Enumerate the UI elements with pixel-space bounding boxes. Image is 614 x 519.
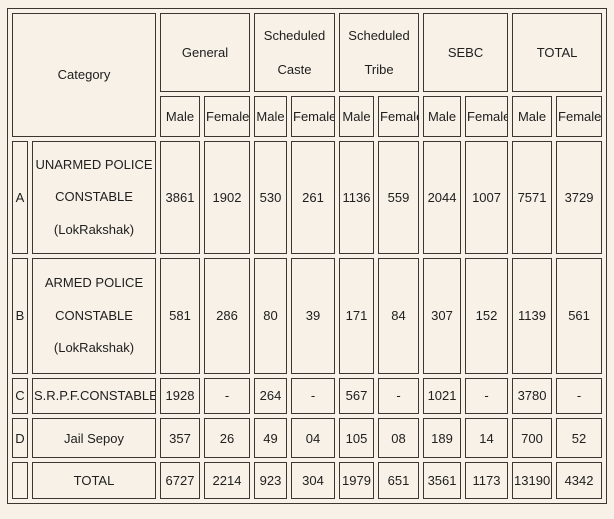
value-cell: 1979 — [339, 462, 375, 499]
table-row-d: D Jail Sepoy 357 26 49 04 105 08 189 14 … — [12, 417, 603, 459]
group-header-scheduled-caste: Scheduled Caste — [254, 13, 336, 93]
value-cell: 52 — [556, 417, 603, 459]
value-cell: 14 — [465, 417, 509, 459]
group-header-sebc: SEBC — [423, 13, 509, 93]
value-cell: - — [204, 377, 250, 414]
value-cell: 700 — [512, 417, 553, 459]
value-cell: 286 — [204, 258, 250, 374]
value-cell: 581 — [160, 258, 200, 374]
subheader-female: Female — [204, 96, 250, 137]
value-cell: 307 — [423, 258, 462, 374]
value-cell: 1139 — [512, 258, 553, 374]
value-cell: 171 — [339, 258, 375, 374]
value-cell: 189 — [423, 417, 462, 459]
value-cell: 2214 — [204, 462, 250, 499]
table-row-a: A UNARMED POLICE CONSTABLE (LokRakshak) … — [12, 140, 603, 254]
subheader-female: Female — [465, 96, 509, 137]
value-cell: 1928 — [160, 377, 200, 414]
value-cell: 26 — [204, 417, 250, 459]
total-label-cell: TOTAL — [32, 462, 156, 499]
value-cell: 3729 — [556, 140, 603, 254]
value-cell: 3780 — [512, 377, 553, 414]
value-cell: 923 — [254, 462, 287, 499]
subheader-male: Male — [512, 96, 553, 137]
category-header-cell: Category — [12, 13, 156, 137]
category-name-cell: S.R.P.F.CONSTABLE — [32, 377, 156, 414]
table-row-total: TOTAL 6727 2214 923 304 1979 651 3561 11… — [12, 462, 603, 499]
value-cell: 357 — [160, 417, 200, 459]
value-cell: 2044 — [423, 140, 462, 254]
row-letter-cell: A — [12, 140, 28, 254]
value-cell: 1136 — [339, 140, 375, 254]
group-header-scheduled-tribe: Scheduled Tribe — [339, 13, 420, 93]
subheader-male: Male — [160, 96, 200, 137]
value-cell: - — [556, 377, 603, 414]
value-cell: 530 — [254, 140, 287, 254]
value-cell: 3861 — [160, 140, 200, 254]
subheader-female: Female — [556, 96, 603, 137]
value-cell: 1007 — [465, 140, 509, 254]
value-cell: 84 — [378, 258, 420, 374]
value-cell: 105 — [339, 417, 375, 459]
header-row-groups: Category General Scheduled Caste Schedul… — [12, 13, 603, 137]
value-cell: 80 — [254, 258, 287, 374]
value-cell: 08 — [378, 417, 420, 459]
value-cell: 6727 — [160, 462, 200, 499]
value-cell: 152 — [465, 258, 509, 374]
value-cell: 1173 — [465, 462, 509, 499]
category-name-cell: Jail Sepoy — [32, 417, 156, 459]
category-name-cell: UNARMED POLICE CONSTABLE (LokRakshak) — [32, 140, 156, 254]
value-cell: - — [291, 377, 336, 414]
value-cell: 264 — [254, 377, 287, 414]
header-row-gender: Male Female Male Female Male Female Male… — [12, 96, 603, 137]
value-cell: 561 — [556, 258, 603, 374]
value-cell: 04 — [291, 417, 336, 459]
value-cell: 7571 — [512, 140, 553, 254]
row-letter-cell — [12, 462, 28, 499]
value-cell: 13190 — [512, 462, 553, 499]
subheader-male: Male — [423, 96, 462, 137]
subheader-female: Female — [291, 96, 336, 137]
value-cell: - — [378, 377, 420, 414]
subheader-male: Male — [339, 96, 375, 137]
row-letter-cell: D — [12, 417, 28, 459]
group-header-total: TOTAL — [512, 13, 603, 93]
table-row-b: B ARMED POLICE CONSTABLE (LokRakshak) 58… — [12, 258, 603, 374]
value-cell: 651 — [378, 462, 420, 499]
subheader-female: Female — [378, 96, 420, 137]
value-cell: 3561 — [423, 462, 462, 499]
value-cell: 4342 — [556, 462, 603, 499]
category-name-cell: ARMED POLICE CONSTABLE (LokRakshak) — [32, 258, 156, 374]
row-letter-cell: C — [12, 377, 28, 414]
value-cell: 49 — [254, 417, 287, 459]
value-cell: 261 — [291, 140, 336, 254]
table-row-c: C S.R.P.F.CONSTABLE 1928 - 264 - 567 - 1… — [12, 377, 603, 414]
value-cell: 39 — [291, 258, 336, 374]
recruitment-table: Category General Scheduled Caste Schedul… — [7, 8, 608, 504]
value-cell: 304 — [291, 462, 336, 499]
value-cell: 559 — [378, 140, 420, 254]
value-cell: 567 — [339, 377, 375, 414]
value-cell: 1902 — [204, 140, 250, 254]
subheader-male: Male — [254, 96, 287, 137]
group-header-general: General — [160, 13, 250, 93]
value-cell: - — [465, 377, 509, 414]
value-cell: 1021 — [423, 377, 462, 414]
row-letter-cell: B — [12, 258, 28, 374]
